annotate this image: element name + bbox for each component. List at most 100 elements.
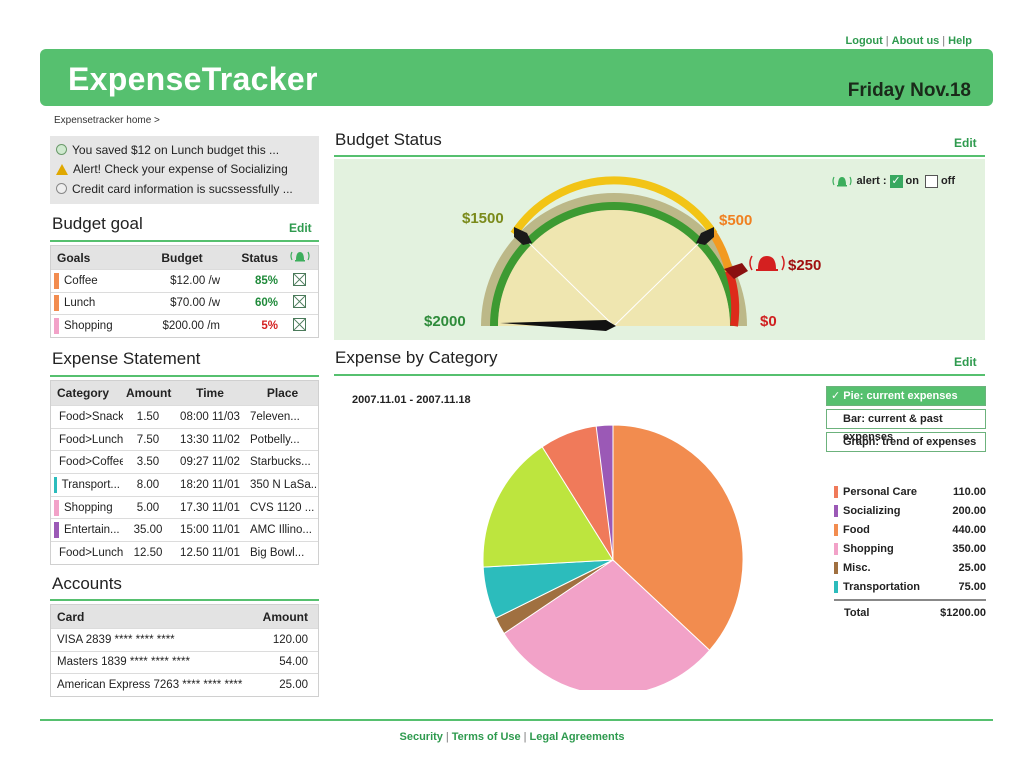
expense-time: 18:20 11/01 <box>180 478 240 491</box>
card-name: VISA 2839 **** **** **** <box>57 633 175 646</box>
breadcrumb[interactable]: Expensetracker home > <box>54 115 160 126</box>
table-row[interactable]: Food>Snack 1.50 08:00 11/03 7eleven... <box>51 405 318 428</box>
expense-place: Big Bowl... <box>250 546 305 559</box>
tab-bar-current-past-expenses[interactable]: Bar: current & past expenses <box>826 409 986 443</box>
current-date: Friday Nov.18 <box>847 80 971 101</box>
expense-category: Food>Lunch <box>59 433 123 446</box>
legend-label: Food <box>843 523 870 536</box>
warning-icon <box>56 163 68 175</box>
expense-time: 15:00 11/01 <box>180 524 240 537</box>
logout-link[interactable]: Logout <box>845 35 883 47</box>
expense-amount: 12.50 <box>133 546 163 559</box>
legend-swatch <box>834 561 838 574</box>
bell-icon <box>831 176 852 187</box>
legend-item: Personal Care 110.00 <box>834 482 986 501</box>
legend-item: Shopping 350.00 <box>834 539 986 558</box>
notification-item[interactable]: Credit card information is sucssessfully… <box>56 179 313 199</box>
alert-label: alert : <box>856 175 887 187</box>
expense-amount: 7.50 <box>136 433 160 446</box>
expense-time: 17.30 11/01 <box>180 501 240 514</box>
pie-legend: Personal Care 110.00 Socializing 200.00 Fo… <box>834 482 986 619</box>
legend-swatch <box>834 542 838 555</box>
expense-amount: 8.00 <box>136 478 160 491</box>
table-row[interactable]: Masters 1839 **** **** **** 54.00 <box>51 650 318 673</box>
notification-item[interactable]: Alert! Check your expense of Socializing <box>56 160 313 180</box>
notification-item[interactable]: You saved $12 on Lunch budget this ... <box>56 140 313 160</box>
legend-value: 110.00 <box>952 485 986 498</box>
terms-of-use-link[interactable]: Terms of Use <box>451 731 521 743</box>
alert-off-checkbox[interactable] <box>924 174 938 188</box>
about-us-link[interactable]: About us <box>891 35 940 47</box>
goal-budget: $200.00 /m <box>162 319 220 332</box>
total-value: $1200.00 <box>940 607 986 619</box>
alert-toggle: alert : ✓ on off <box>830 174 955 188</box>
alert-checkbox[interactable] <box>293 295 306 309</box>
table-row[interactable]: Food>Coffee 3.50 09:27 11/02 Starbucks..… <box>51 450 318 474</box>
expense-pie-chart <box>482 424 744 690</box>
budget-status-edit-button[interactable]: Edit <box>954 136 977 150</box>
table-row[interactable]: Shopping 5.00 17.30 11/01 CVS 1120 ... <box>51 495 318 519</box>
goal-status: 85% <box>254 274 278 287</box>
table-row[interactable]: Lunch $70.00 /w 60% <box>51 291 318 314</box>
table-row[interactable]: VISA 2839 **** **** **** 120.00 <box>51 628 318 651</box>
pie-slice-socializing[interactable] <box>482 446 614 568</box>
column-header: Budget <box>161 250 203 265</box>
expense-by-category-edit-button[interactable]: Edit <box>954 355 977 369</box>
goal-budget: $70.00 /w <box>170 297 220 310</box>
alert-checkbox[interactable] <box>293 272 306 286</box>
gauge-label-2000: $2000 <box>424 313 466 330</box>
alarm-bell-icon <box>749 255 785 271</box>
tab-pie-current-expenses[interactable]: ✓ Pie: current expenses <box>826 386 986 406</box>
tab-label: Pie: current expenses <box>843 390 958 402</box>
column-header: Status <box>241 250 278 265</box>
legend-item: Food 440.00 <box>834 520 986 539</box>
notification-text: Credit card information is sucssessfully… <box>72 181 293 196</box>
expense-category: Food>Coffee <box>59 456 123 469</box>
legal-agreements-link[interactable]: Legal Agreements <box>529 731 625 743</box>
pie-slice-shopping[interactable] <box>503 559 711 690</box>
table-row[interactable]: Shopping $200.00 /m 5% <box>51 314 318 337</box>
card-amount: 54.00 <box>279 656 308 669</box>
table-row[interactable]: Coffee $12.00 /w 85% <box>51 269 318 292</box>
app-logo[interactable]: ExpenseTracker <box>68 61 318 97</box>
table-row[interactable]: Food>Lunch 7.50 13:30 11/02 Potbelly... <box>51 427 318 451</box>
pie-slice-purple[interactable] <box>595 424 614 561</box>
category-swatch <box>54 295 59 312</box>
security-link[interactable]: Security <box>399 731 443 743</box>
legend-label: Personal Care <box>843 485 917 498</box>
table-row[interactable]: Entertain... 35.00 15:00 11/01 AMC Illin… <box>51 518 318 542</box>
gauge-label-500: $500 <box>719 212 752 229</box>
legend-value: 75.00 <box>958 580 986 593</box>
info-circle-icon <box>56 183 67 195</box>
expense-statement-table: Category Amount Time Place Food>Snack 1.… <box>50 380 319 565</box>
table-row[interactable]: Transport... 8.00 18:20 11/01 350 N LaSa… <box>51 473 318 496</box>
expense-place: CVS 1120 ... <box>250 501 315 514</box>
category-swatch <box>54 272 59 289</box>
divider <box>334 155 985 157</box>
gauge-band-green <box>490 202 738 327</box>
budget-goal-title: Budget goal <box>52 214 143 233</box>
divider <box>50 375 319 377</box>
tab-graph-trend-of-expenses[interactable]: Graph: trend of expenses <box>826 432 986 452</box>
table-row[interactable]: American Express 7263 **** **** **** 25.… <box>51 673 318 696</box>
legend-value: 440.00 <box>952 523 986 536</box>
column-header: Amount <box>262 609 308 624</box>
card-name: Masters 1839 **** **** **** <box>57 656 190 669</box>
goal-status: 60% <box>254 297 278 310</box>
check-icon: ✓ <box>831 390 844 402</box>
column-header: Place <box>266 386 299 400</box>
legend-item: Transportation 75.00 <box>834 577 986 596</box>
alert-on-checkbox[interactable]: ✓ <box>889 174 903 188</box>
top-links: Logout | About us | Help <box>845 35 973 47</box>
budget-goal-edit-button[interactable]: Edit <box>289 221 312 235</box>
alert-checkbox[interactable] <box>293 317 306 331</box>
legend-label: Shopping <box>843 542 894 555</box>
legend-swatch <box>834 523 838 536</box>
divider <box>50 599 319 601</box>
notification-text: Alert! Check your expense of Socializing <box>73 162 288 177</box>
goal-name: Lunch <box>64 297 96 310</box>
pie-slice-food[interactable] <box>612 424 744 652</box>
table-row[interactable]: Food>Lunch 12.50 12.50 11/01 Big Bowl... <box>51 541 318 564</box>
help-link[interactable]: Help <box>948 35 972 47</box>
gauge-label-0: $0 <box>760 313 777 330</box>
